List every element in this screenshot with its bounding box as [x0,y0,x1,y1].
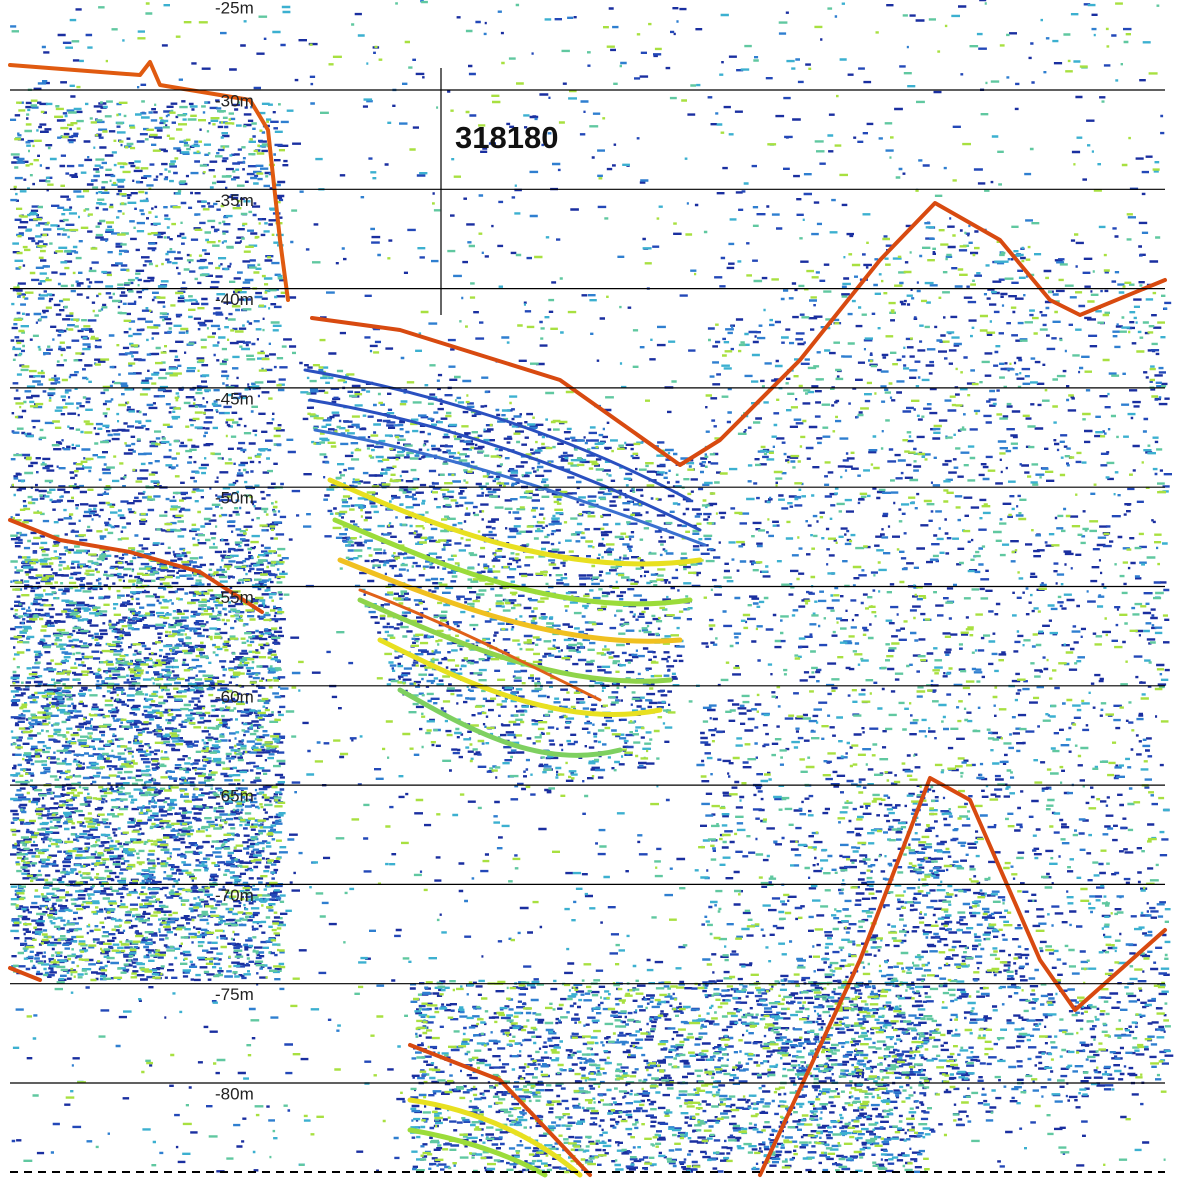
depth-label: -65m [215,787,254,806]
depth-label: -70m [215,886,254,905]
echogram: -25m -30m -35m -40m -45m -50m -55m -60m -65m -70m… [0,0,1179,1180]
depth-label: -40m [215,290,254,309]
depth-label: -30m [215,91,254,110]
depth-label: -60m [215,687,254,706]
depth-label: -75m [215,985,254,1004]
marker-label: 318180 [455,120,558,155]
depth-label: -50m [215,489,254,508]
depth-label: -45m [215,389,254,408]
depth-label: -35m [215,191,254,210]
depth-label: -80m [215,1084,254,1103]
depth-label: -55m [215,588,254,607]
depth-label: -25m [215,0,254,17]
page: -25m -30m -35m -40m -45m -50m -55m -60m -65m -70m… [0,0,1179,1180]
